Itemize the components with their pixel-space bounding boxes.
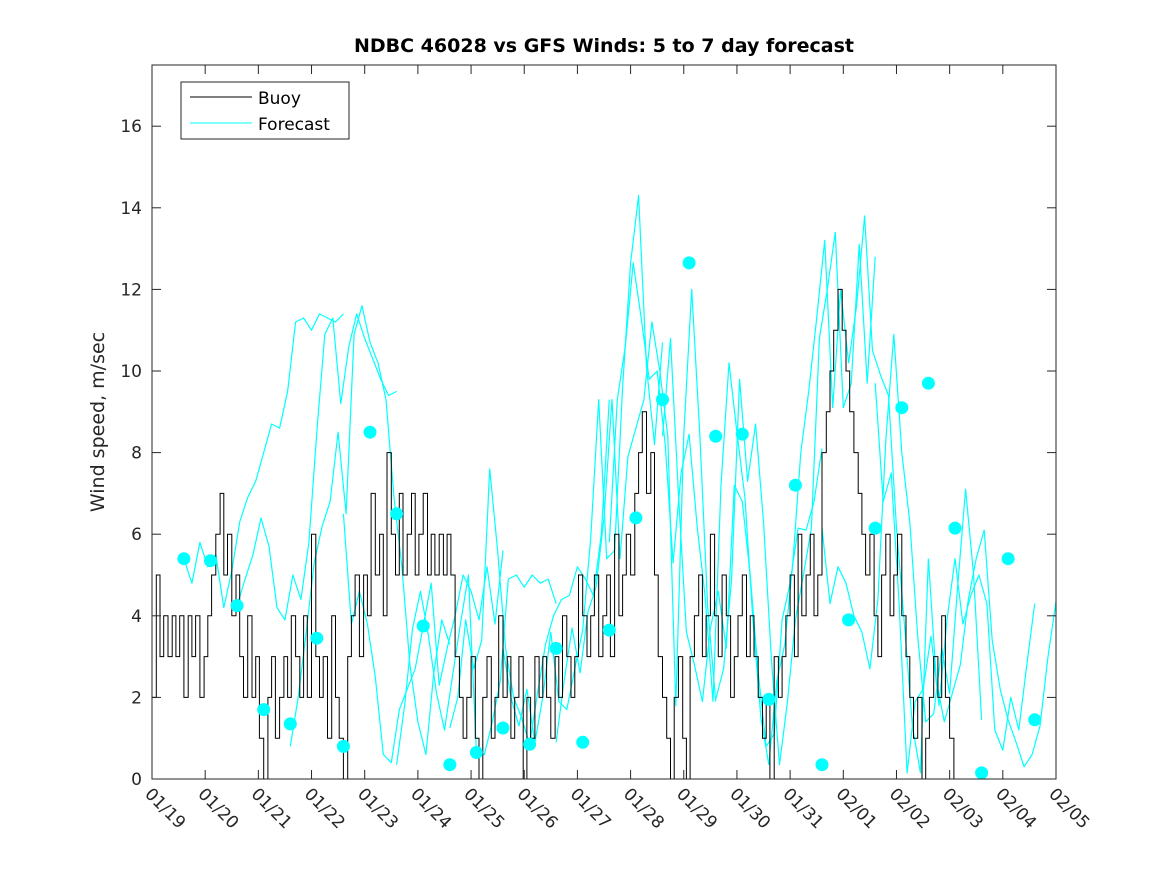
axes-box bbox=[151, 64, 1057, 780]
forecast-point[interactable] bbox=[975, 766, 989, 780]
forecast-point[interactable] bbox=[336, 739, 350, 753]
forecast-series-line-9[interactable] bbox=[608, 262, 770, 765]
forecast-series-line-13[interactable] bbox=[821, 333, 983, 723]
y-tick-label: 0 bbox=[131, 770, 142, 790]
forecast-point[interactable] bbox=[788, 478, 802, 492]
chart-title: NDBC 46028 vs GFS Winds: 5 to 7 day fore… bbox=[354, 35, 854, 57]
forecast-point[interactable] bbox=[762, 692, 776, 706]
y-tick-label: 14 bbox=[120, 199, 142, 219]
forecast-point[interactable] bbox=[656, 393, 669, 407]
forecast-point[interactable] bbox=[257, 703, 271, 717]
forecast-dots bbox=[177, 256, 1042, 780]
forecast-point[interactable] bbox=[921, 376, 935, 390]
forecast-lines bbox=[183, 195, 1057, 774]
forecast-point[interactable] bbox=[496, 721, 510, 735]
forecast-point[interactable] bbox=[1028, 713, 1042, 727]
forecast-point[interactable] bbox=[469, 746, 483, 759]
legend-box bbox=[180, 81, 350, 140]
forecast-point[interactable] bbox=[709, 429, 723, 443]
forecast-point[interactable] bbox=[602, 623, 616, 637]
forecast-series-line-3[interactable] bbox=[289, 305, 451, 756]
forecast-series-line-11[interactable] bbox=[715, 231, 876, 766]
y-tick-label: 12 bbox=[120, 280, 142, 300]
forecast-series-line-8[interactable] bbox=[555, 288, 717, 743]
y-tick-label: 8 bbox=[131, 444, 142, 464]
forecast-point[interactable] bbox=[549, 641, 563, 655]
forecast-series-line-7[interactable] bbox=[502, 195, 664, 743]
forecast-point[interactable] bbox=[363, 425, 377, 439]
forecast-point[interactable] bbox=[230, 599, 244, 613]
y-tick-label: 2 bbox=[131, 688, 142, 708]
forecast-point[interactable] bbox=[416, 619, 430, 633]
forecast-point[interactable] bbox=[895, 401, 909, 415]
y-axis-label: Wind speed, m/sec bbox=[87, 332, 109, 512]
forecast-series-line-14[interactable] bbox=[874, 383, 1036, 774]
legend-forecast-label: Forecast bbox=[258, 115, 330, 135]
forecast-point[interactable] bbox=[735, 427, 749, 441]
y-tick-label: 16 bbox=[120, 117, 142, 137]
forecast-point[interactable] bbox=[682, 256, 696, 270]
forecast-point[interactable] bbox=[523, 737, 537, 751]
y-axis: 0 2 4 6 8 10 12 14 16 bbox=[120, 117, 1056, 790]
buoy-line bbox=[152, 288, 957, 780]
forecast-point[interactable] bbox=[443, 758, 457, 772]
forecast-point[interactable] bbox=[1001, 552, 1015, 566]
forecast-point[interactable] bbox=[283, 717, 297, 731]
forecast-point[interactable] bbox=[204, 554, 217, 568]
y-tick-label: 10 bbox=[120, 362, 142, 382]
forecast-point[interactable] bbox=[310, 631, 324, 645]
legend[interactable]: Buoy Forecast bbox=[180, 81, 350, 140]
forecast-point[interactable] bbox=[842, 613, 856, 627]
y-tick-label: 6 bbox=[131, 525, 142, 545]
forecast-point[interactable] bbox=[177, 552, 191, 566]
forecast-series-line-10[interactable] bbox=[661, 337, 823, 748]
forecast-point[interactable] bbox=[390, 507, 404, 521]
y-tick-label: 4 bbox=[131, 607, 142, 627]
forecast-point[interactable] bbox=[629, 511, 643, 525]
forecast-point[interactable] bbox=[815, 758, 829, 772]
forecast-series-line-2[interactable] bbox=[236, 313, 397, 621]
buoy-series-line[interactable] bbox=[152, 288, 957, 780]
forecast-point[interactable] bbox=[948, 521, 962, 535]
legend-buoy-label: Buoy bbox=[258, 89, 301, 109]
forecast-point[interactable] bbox=[576, 735, 590, 749]
forecast-point[interactable] bbox=[868, 521, 882, 535]
